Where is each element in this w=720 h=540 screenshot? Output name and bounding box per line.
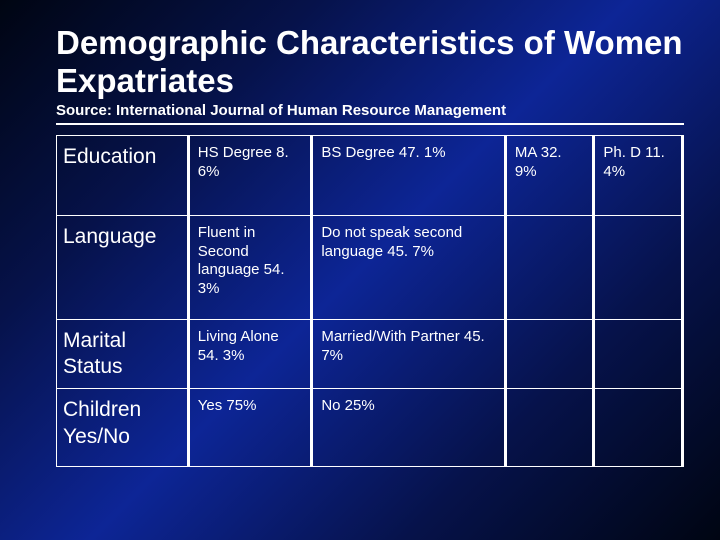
row-label: Children Yes/No [57, 389, 189, 467]
table-cell: Fluent in Second language 54. 3% [188, 215, 312, 319]
table-cell: Ph. D 11. 4% [594, 135, 683, 215]
slide-title: Demographic Characteristics of Women Exp… [56, 24, 684, 100]
row-label: Language [57, 215, 189, 319]
table-cell: HS Degree 8. 6% [188, 135, 312, 215]
table-cell [505, 215, 594, 319]
slide-subtitle: Source: International Journal of Human R… [56, 102, 684, 125]
table-cell [594, 319, 683, 389]
table-cell: Living Alone 54. 3% [188, 319, 312, 389]
table-cell: MA 32. 9% [505, 135, 594, 215]
table-cell [594, 215, 683, 319]
row-label: Education [57, 135, 189, 215]
row-label: Marital Status [57, 319, 189, 389]
table-cell: Yes 75% [188, 389, 312, 467]
table-cell [505, 319, 594, 389]
table-cell: No 25% [312, 389, 506, 467]
table-row: Language Fluent in Second language 54. 3… [57, 215, 683, 319]
table-cell [505, 389, 594, 467]
table-row: Children Yes/No Yes 75% No 25% [57, 389, 683, 467]
table-row: Marital Status Living Alone 54. 3% Marri… [57, 319, 683, 389]
demographics-table: Education HS Degree 8. 6% BS Degree 47. … [56, 135, 684, 468]
table-row: Education HS Degree 8. 6% BS Degree 47. … [57, 135, 683, 215]
table-cell: BS Degree 47. 1% [312, 135, 506, 215]
table-cell: Do not speak second language 45. 7% [312, 215, 506, 319]
table-cell: Married/With Partner 45. 7% [312, 319, 506, 389]
table-cell [594, 389, 683, 467]
